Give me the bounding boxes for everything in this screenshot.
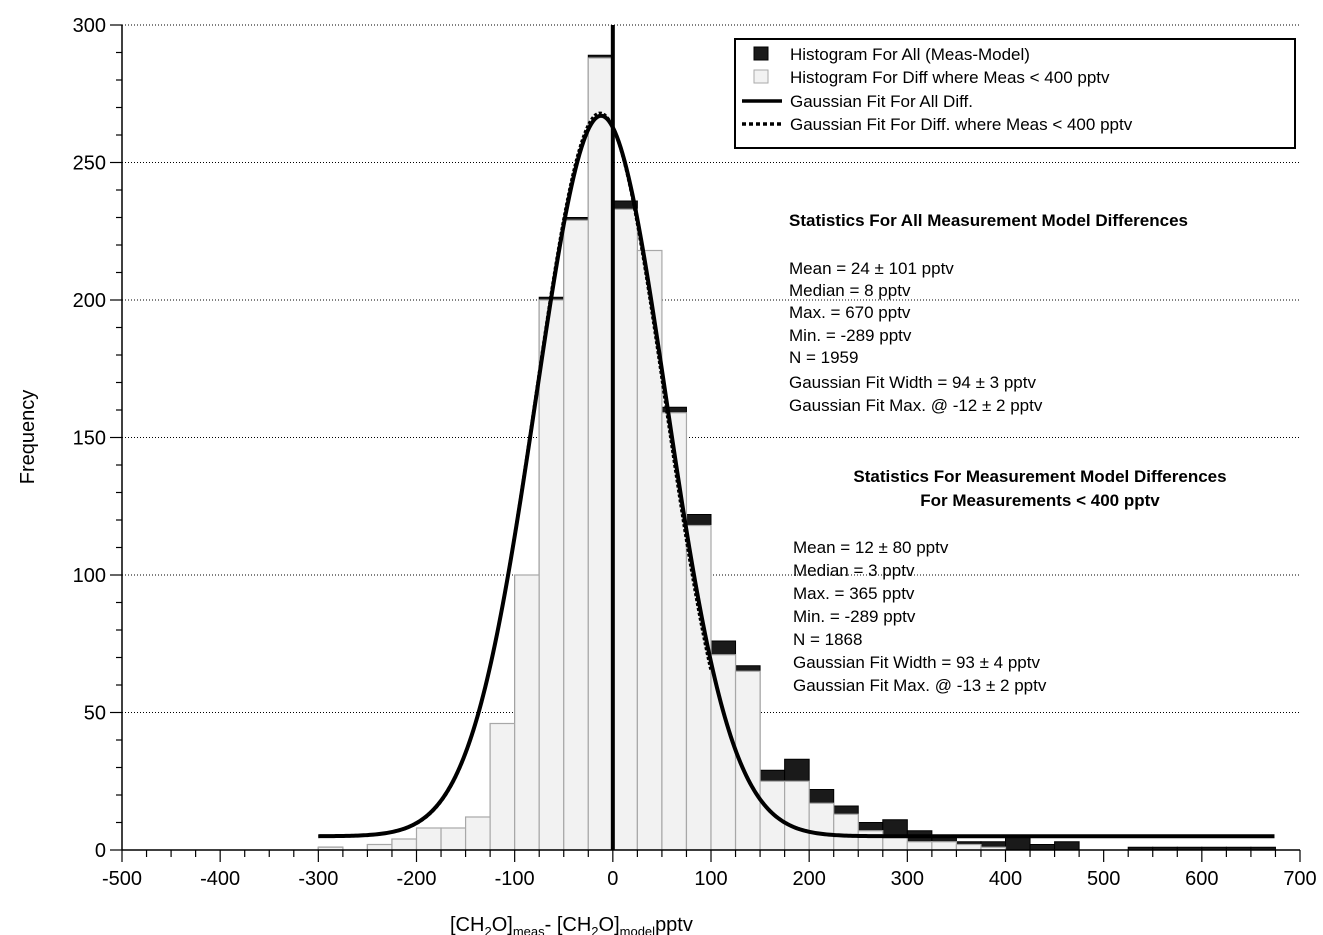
legend-label-all: Histogram For All (Meas-Model)	[790, 45, 1030, 64]
bar-subset	[538, 299, 565, 851]
x-axis-title-part: pptv	[655, 914, 693, 935]
bar-subset	[612, 208, 638, 851]
bar-subset	[857, 830, 884, 851]
x-tick-label: -500	[102, 868, 142, 890]
bar-subset	[833, 813, 859, 851]
bar-subset	[808, 802, 835, 851]
x-tick-label: -100	[495, 868, 535, 890]
stats-subset-title: Statistics For Measurement Model Differe…	[853, 467, 1226, 486]
legend-label-fit-subset: Gaussian Fit For Diff. where Meas < 400 …	[790, 115, 1133, 134]
stats-subset-line: Mean = 12 ± 80 pptv	[793, 538, 949, 557]
x-tick-label: -200	[396, 868, 436, 890]
gaussian-fit-dotted	[318, 111, 713, 838]
bar-subset	[563, 219, 589, 851]
legend-frame	[734, 38, 1296, 149]
bar-subset	[882, 835, 908, 851]
y-tick-label: 200	[73, 290, 106, 312]
x-axis-title: [CH2O]meas- [CH2O]modelpptv	[450, 914, 693, 935]
bar-subset	[955, 843, 982, 851]
legend-label-fit-all: Gaussian Fit For All Diff.	[790, 92, 973, 111]
legend: Histogram For All (Meas-Model) Histogram…	[734, 38, 1296, 149]
x-tick-label: -400	[200, 868, 240, 890]
x-axis-title-part: [CH	[450, 914, 484, 935]
y-tick-label: 150	[73, 428, 106, 450]
x-tick-label: 400	[989, 868, 1022, 890]
x-tick-label: 100	[694, 868, 727, 890]
bar-subset	[661, 412, 688, 851]
stats-subset-line: Median = 3 pptv	[793, 561, 915, 580]
y-axis-title: Frequency	[17, 390, 39, 485]
bar-subset	[906, 841, 933, 851]
x-axis-title-part: O]	[599, 914, 620, 935]
x-tick-label: 300	[891, 868, 924, 890]
stats-all: Statistics For All Measurement Model Dif…	[789, 211, 1188, 415]
stats-all-line: N = 1959	[789, 348, 858, 367]
stats-all-line: Median = 8 pptv	[789, 281, 911, 300]
x-axis-title-part: - [CH	[545, 914, 592, 935]
x-axis-title-subscript: 2	[484, 924, 491, 935]
x-tick-label: 700	[1283, 868, 1316, 890]
stats-all-line: Min. = -289 pptv	[789, 326, 912, 345]
stats-subset-line: N = 1868	[793, 630, 862, 649]
bar-subset	[366, 843, 393, 851]
x-axis-title-subscript: meas	[513, 924, 545, 935]
x-axis-title-part: O]	[492, 914, 513, 935]
stats-subset-line: Max. = 365 pptv	[793, 584, 915, 603]
stats-subset: Statistics For Measurement Model Differe…	[793, 467, 1227, 695]
x-tick-label: -300	[298, 868, 338, 890]
bar-all	[1005, 835, 1031, 851]
x-axis-title-subscript: 2	[591, 924, 598, 935]
bars-all-differences	[317, 54, 1276, 851]
bar-subset	[784, 780, 810, 851]
x-tick-label: 200	[792, 868, 825, 890]
x-axis-title-subscript: model	[620, 924, 656, 935]
bar-all	[1054, 841, 1080, 851]
stats-subset-title: For Measurements < 400 pptv	[920, 491, 1160, 510]
bar-subset	[391, 838, 418, 851]
stats-all-line: Mean = 24 ± 101 pptv	[789, 259, 954, 278]
x-tick-label: 600	[1185, 868, 1218, 890]
stats-subset-line: Min. = -289 pptv	[793, 607, 916, 626]
bars-subset-differences	[317, 57, 1007, 851]
bar-subset	[464, 816, 491, 851]
x-tick-label: 0	[607, 868, 618, 890]
y-tick-label: 0	[95, 840, 106, 862]
legend-swatch-all	[753, 46, 769, 61]
y-tick-label: 250	[73, 153, 106, 175]
stats-subset-line: Gaussian Fit Width = 93 ± 4 pptv	[793, 653, 1040, 672]
bar-subset	[587, 57, 614, 851]
bar-subset	[415, 827, 442, 851]
stats-all-line: Gaussian Fit Width = 94 ± 3 pptv	[789, 373, 1036, 392]
y-tick-label: 100	[73, 565, 106, 587]
stats-all-line: Gaussian Fit Max. @ -12 ± 2 pptv	[789, 396, 1043, 415]
bar-subset	[685, 524, 712, 851]
y-tick-label: 50	[84, 703, 106, 725]
stats-all-title: Statistics For All Measurement Model Dif…	[789, 211, 1188, 230]
stats-subset-line: Gaussian Fit Max. @ -13 ± 2 pptv	[793, 676, 1047, 695]
legend-swatch-subset	[753, 69, 769, 84]
legend-label-subset: Histogram For Diff where Meas < 400 pptv	[790, 68, 1110, 87]
gaussian-fits	[318, 25, 1275, 850]
bar-subset	[514, 574, 540, 851]
bar-subset	[440, 827, 467, 851]
bar-subset	[489, 722, 516, 851]
stats-all-line: Max. = 670 pptv	[789, 303, 911, 322]
y-tick-label: 300	[73, 15, 106, 37]
axes: 0 50 100 150 200 250 300 -500 -400 -300 -200 -100 0 1…	[73, 15, 1317, 890]
bar-subset	[931, 841, 958, 851]
x-tick-label: 500	[1087, 868, 1120, 890]
bar-all	[1029, 844, 1056, 851]
